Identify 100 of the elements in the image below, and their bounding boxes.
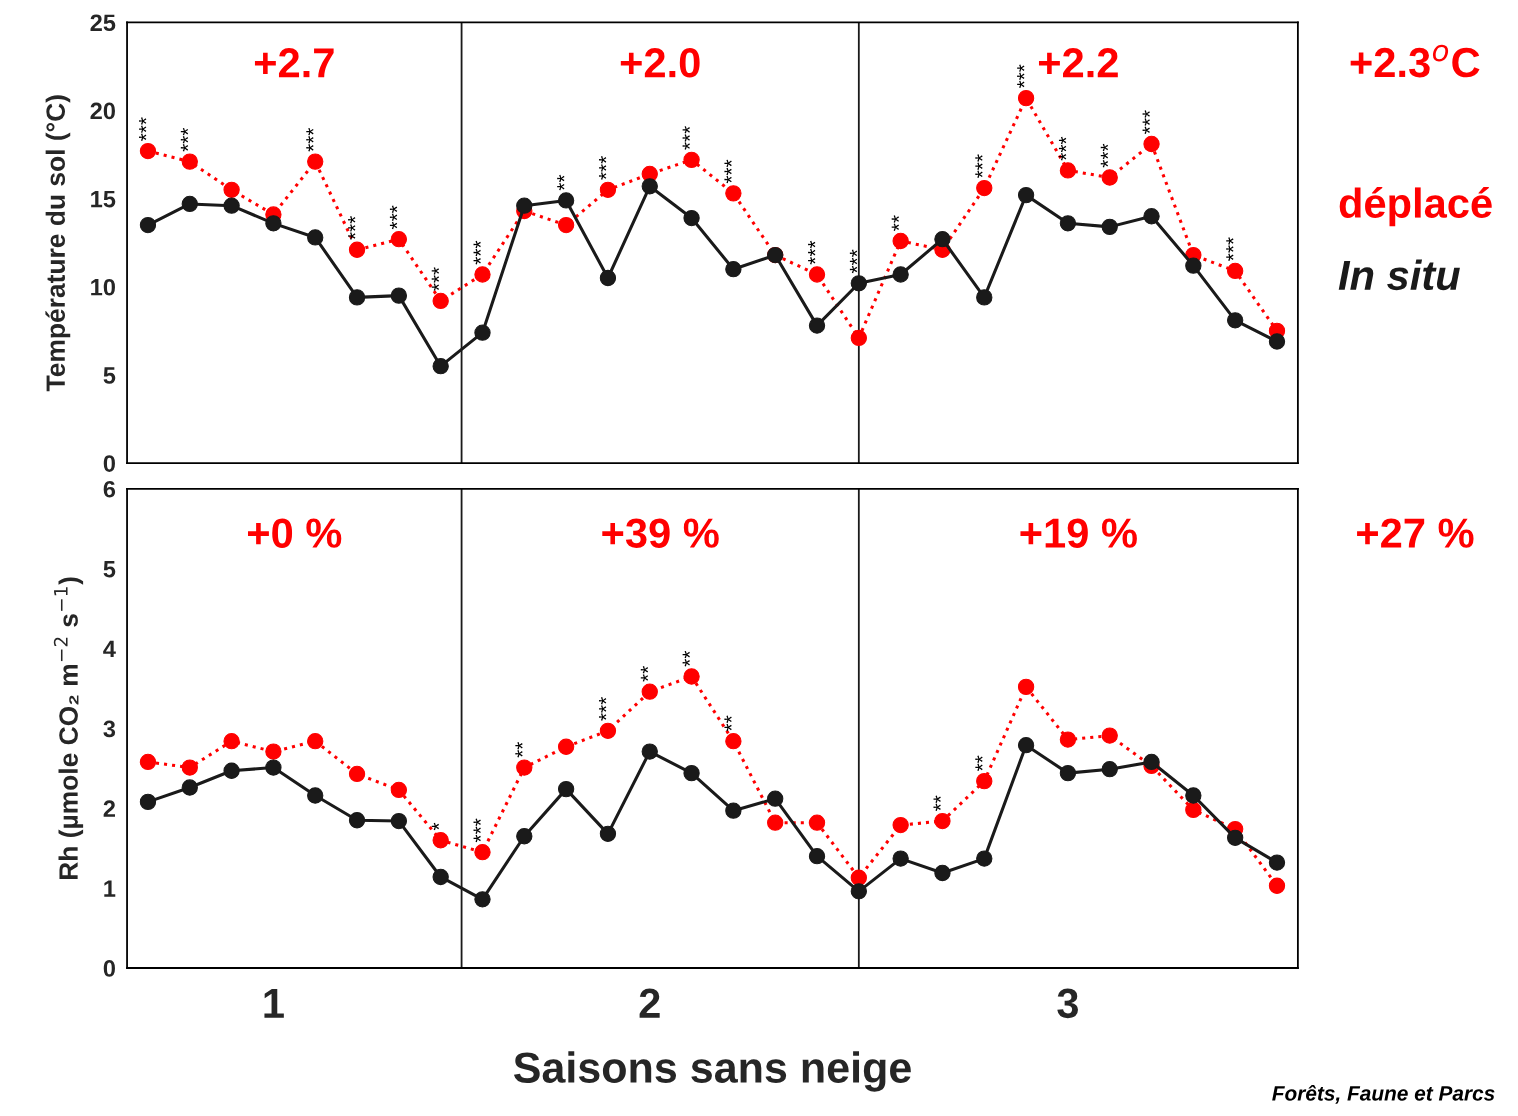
point — [139, 793, 157, 811]
y-tick-label: 5 — [103, 560, 116, 578]
annotation: +19 % — [1020, 518, 1137, 548]
point — [683, 151, 700, 169]
point — [265, 215, 282, 232]
point — [181, 759, 198, 776]
point — [1101, 727, 1118, 744]
point — [223, 181, 240, 198]
point — [1185, 801, 1202, 819]
point — [1227, 312, 1244, 329]
annotation: ** — [891, 215, 900, 231]
y-tick-label: 0 — [103, 960, 115, 977]
point — [767, 814, 784, 831]
annotation: +39 % — [602, 518, 719, 548]
x-tick-label: 1 — [264, 988, 284, 1018]
point — [348, 241, 366, 258]
point — [139, 753, 157, 771]
annotation: *** — [1142, 110, 1150, 134]
point — [725, 802, 742, 819]
point — [641, 743, 658, 760]
point — [934, 812, 951, 830]
point — [1101, 169, 1118, 186]
point — [641, 683, 658, 700]
annotation: ** — [724, 715, 732, 732]
point — [557, 780, 575, 798]
point — [850, 329, 867, 347]
point — [976, 289, 993, 306]
y-tick-label: 6 — [103, 480, 116, 498]
annotation: *** — [975, 154, 983, 179]
point — [850, 883, 867, 900]
annotation: * — [431, 822, 440, 831]
point — [557, 192, 575, 209]
point — [892, 266, 909, 283]
point — [808, 266, 826, 283]
point — [1017, 737, 1035, 754]
point — [139, 216, 157, 234]
point — [1101, 218, 1118, 236]
annotation: *** — [682, 126, 690, 150]
point — [474, 324, 491, 341]
annotation: +2.2 — [1038, 48, 1118, 78]
y-tick-label: 2 — [103, 800, 115, 817]
annotation: *** — [849, 249, 858, 274]
annotation: *** — [473, 240, 481, 265]
series-label: In situ — [1338, 259, 1460, 291]
point — [516, 759, 533, 776]
y-tick-label: 4 — [103, 640, 116, 658]
point — [725, 261, 742, 278]
point — [1227, 262, 1244, 280]
point — [1017, 678, 1035, 696]
annotation: ** — [557, 174, 565, 191]
text: +2.3$^{o}$C — [1350, 44, 1480, 78]
point — [557, 216, 575, 234]
x-axis-title: Saisons sans neige — [513, 1051, 911, 1092]
text: déplacé — [1339, 187, 1492, 227]
point — [432, 292, 449, 310]
point — [725, 733, 742, 750]
point — [432, 358, 449, 375]
annotation: *** — [473, 818, 481, 843]
x-tick-label: 3 — [1057, 988, 1078, 1019]
point — [348, 289, 366, 306]
annotation: *** — [431, 267, 440, 291]
point — [934, 231, 951, 248]
y-tick-label: 15 — [91, 190, 116, 208]
point — [181, 153, 198, 170]
point — [139, 142, 157, 160]
point — [976, 772, 993, 790]
point — [516, 828, 533, 845]
point — [850, 869, 867, 886]
point — [808, 814, 826, 831]
point — [1185, 257, 1202, 274]
point — [307, 733, 324, 750]
annotation: ** — [515, 741, 523, 758]
y-axis-title: Température du sol (°C) — [45, 95, 71, 392]
point — [683, 668, 700, 685]
annotation: *** — [348, 216, 356, 240]
point — [1143, 753, 1160, 771]
annotation: *** — [808, 240, 816, 265]
point — [641, 178, 658, 195]
annotation: *** — [598, 156, 607, 180]
point — [808, 848, 826, 865]
point — [474, 266, 491, 283]
point — [599, 181, 617, 198]
point — [557, 738, 575, 755]
point — [223, 762, 240, 779]
y-axis-title: Rh (µmole CO₂ m$^{−2}$ s$^{−1}$) — [53, 577, 84, 880]
point — [1227, 829, 1244, 846]
point — [599, 722, 617, 739]
point — [976, 850, 993, 867]
annotation: *** — [389, 205, 398, 230]
annotation: *** — [1226, 237, 1234, 261]
point — [1017, 186, 1035, 204]
point — [474, 844, 491, 861]
annotation: +2.7 — [254, 48, 334, 78]
point — [1059, 764, 1077, 782]
annotation: ** — [933, 795, 941, 811]
point — [348, 812, 366, 829]
point — [934, 864, 951, 882]
annotation: *** — [1100, 143, 1109, 168]
point — [892, 232, 909, 250]
annotation: ** — [975, 755, 983, 772]
